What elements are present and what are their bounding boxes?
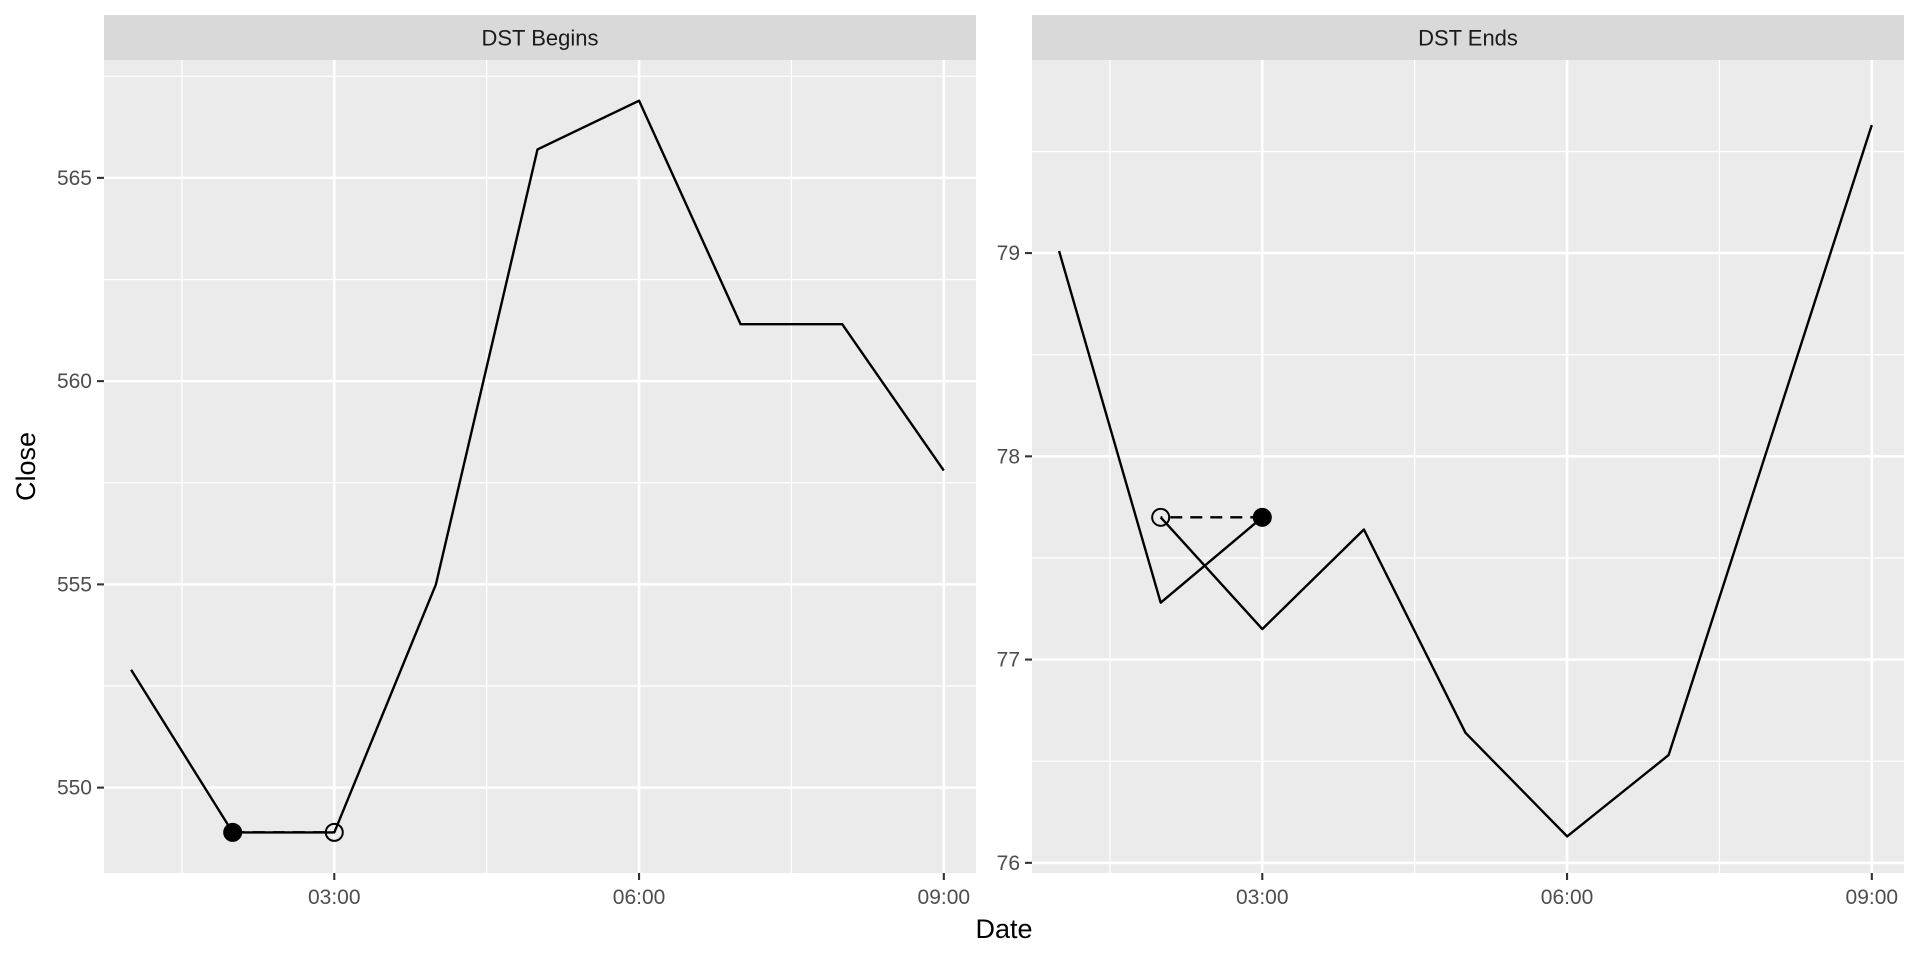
panel-dst-begins-filled-point-marker [223,822,243,842]
panel-dst-ends-background [1032,60,1904,873]
panel-dst-begins-y-tick-label: 555 [57,573,92,596]
panel-dst-begins-strip [104,15,976,60]
panel-dst-ends-y-tick-label: 77 [997,649,1020,672]
panel-dst-begins-y-tick-label: 565 [57,167,92,190]
panel-dst-ends-strip [1032,15,1904,60]
panel-dst-begins-series-line-1 [130,99,945,834]
panel-dst-ends-x-tick-label: 09:00 [1846,886,1899,909]
panel-dst-ends-filled-point-marker [1252,507,1272,527]
panel-dst-begins-y-tick-label: 560 [57,370,92,393]
panel-dst-ends-x-tick-label: 03:00 [1236,886,1289,909]
x-axis-title: Date [975,914,1032,944]
y-axis-title: Close [11,432,41,501]
panel-dst-ends-open-point-marker [1151,507,1171,527]
panel-dst-ends-y-tick-label: 79 [997,242,1020,265]
panel-dst-begins-strip-title: DST Begins [482,26,599,51]
panel-dst-ends-y-tick-label: 76 [997,852,1020,875]
panel-dst-ends-series-line-2 [1159,124,1873,838]
panel-dst-begins-y-tick-label: 550 [57,777,92,800]
panel-dst-ends: 76 77 78 79 03:00 06:00 09:00 DST Ends [997,15,1904,909]
panel-dst-begins-x-tick-label: 06:00 [613,886,666,909]
panel-dst-begins-x-tick-label: 09:00 [918,886,971,909]
panel-dst-ends-strip-title: DST Ends [1418,26,1518,51]
panel-dst-ends-x-tick-label: 06:00 [1541,886,1594,909]
panel-dst-begins-background [104,60,976,873]
panel-dst-begins: 550 555 560 565 03:00 06:00 09:00 DST Begins [57,15,976,909]
panel-dst-begins-x-tick-label: 03:00 [308,886,361,909]
panel-dst-ends-series-line-1 [1057,250,1264,604]
panel-dst-ends-y-tick-label: 78 [997,445,1020,468]
panel-dst-begins-open-point-marker [324,822,344,842]
